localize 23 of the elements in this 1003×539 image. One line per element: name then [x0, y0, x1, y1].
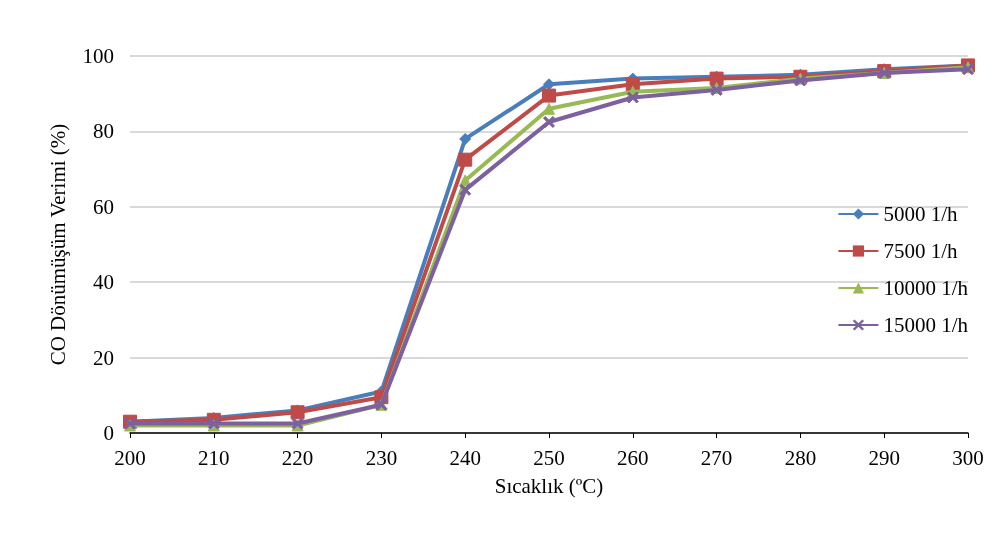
x-tick-label: 250	[533, 445, 565, 470]
legend-label: 5000 1/h	[883, 202, 958, 226]
x-tick-label: 220	[281, 445, 314, 470]
y-tick-label: 20	[93, 345, 114, 370]
x-tick-label: 300	[952, 445, 984, 470]
x-axis-title: Sıcaklık (ºC)	[494, 473, 604, 498]
x-tick-label: 290	[868, 445, 900, 470]
y-tick-label: 80	[93, 119, 114, 144]
y-tick-label: 0	[103, 421, 114, 445]
y-tick-label: 40	[93, 270, 114, 295]
x-tick-label: 260	[617, 445, 649, 470]
x-tick-label: 230	[365, 445, 398, 470]
y-axis-title: CO Dönümüşüm Verimi (%)	[45, 123, 70, 366]
legend-label: 7500 1/h	[883, 239, 958, 263]
legend-label: 15000 1/h	[883, 313, 969, 337]
x-tick-label: 210	[198, 445, 230, 470]
x-tick-label: 200	[114, 445, 146, 470]
y-tick-label: 100	[82, 44, 114, 68]
x-tick-label: 280	[784, 445, 817, 470]
legend-label: 10000 1/h	[883, 276, 969, 300]
x-tick-label: 270	[700, 445, 733, 470]
x-tick-label: 240	[449, 445, 481, 470]
y-tick-label: 60	[93, 194, 114, 219]
